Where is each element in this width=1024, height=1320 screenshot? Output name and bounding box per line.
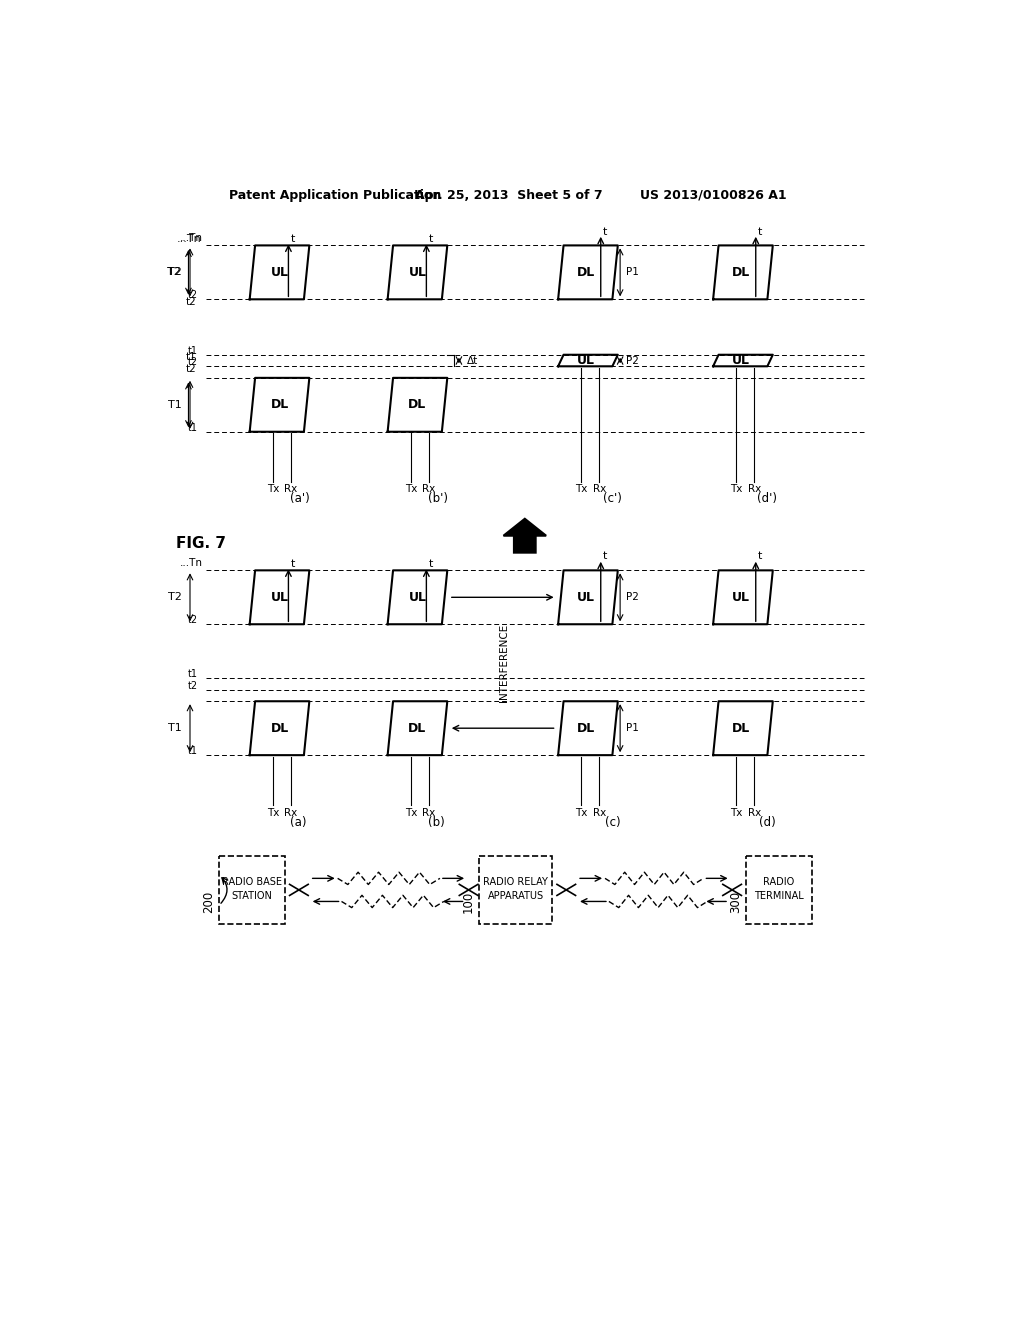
Text: Apr. 25, 2013  Sheet 5 of 7: Apr. 25, 2013 Sheet 5 of 7 xyxy=(415,189,602,202)
Text: RADIO BASE: RADIO BASE xyxy=(222,878,282,887)
Text: T1: T1 xyxy=(169,400,182,409)
Text: (c'): (c') xyxy=(603,492,622,506)
Text: TERMINAL: TERMINAL xyxy=(754,891,804,902)
Text: Tx: Tx xyxy=(266,808,280,818)
Text: Rx: Rx xyxy=(748,484,761,495)
Text: t2: t2 xyxy=(187,358,198,367)
Text: t1: t1 xyxy=(187,346,198,356)
Text: UL: UL xyxy=(270,591,289,603)
Text: RADIO RELAY: RADIO RELAY xyxy=(483,878,548,887)
Text: P2: P2 xyxy=(626,593,638,602)
Text: UL: UL xyxy=(409,591,426,603)
Text: RADIO: RADIO xyxy=(763,878,795,887)
Bar xyxy=(746,855,812,924)
Text: ...Tn: ...Tn xyxy=(180,232,203,243)
Text: t: t xyxy=(603,227,607,236)
Text: t2: t2 xyxy=(187,290,198,301)
Text: 200: 200 xyxy=(202,890,215,912)
Text: Rx: Rx xyxy=(748,808,761,818)
Text: Tx: Tx xyxy=(730,808,742,818)
Text: t2: t2 xyxy=(187,615,198,626)
Bar xyxy=(478,855,552,924)
Text: t2: t2 xyxy=(187,681,198,690)
Text: T2: T2 xyxy=(168,268,182,277)
Text: 300: 300 xyxy=(729,891,741,912)
Text: Rx: Rx xyxy=(422,808,435,818)
Text: DL: DL xyxy=(409,399,427,412)
Text: t: t xyxy=(758,227,763,236)
Text: (a'): (a') xyxy=(290,492,310,506)
Text: (a): (a) xyxy=(290,816,307,829)
Text: ...Tn: ...Tn xyxy=(180,557,203,568)
Text: (d): (d) xyxy=(759,816,776,829)
Text: DL: DL xyxy=(577,265,595,279)
Text: t2: t2 xyxy=(185,297,197,306)
Text: Rx: Rx xyxy=(284,484,297,495)
Text: t1: t1 xyxy=(187,669,198,680)
Text: DL: DL xyxy=(270,399,289,412)
Text: UL: UL xyxy=(731,591,750,603)
Text: Tx: Tx xyxy=(404,808,417,818)
Text: P2: P2 xyxy=(626,355,638,366)
Text: UL: UL xyxy=(731,354,750,367)
Text: Tx: Tx xyxy=(575,484,588,495)
Bar xyxy=(219,855,285,924)
Text: APPARATUS: APPARATUS xyxy=(487,891,544,902)
Text: DL: DL xyxy=(731,265,750,279)
Text: UL: UL xyxy=(270,265,289,279)
Text: Tx: Tx xyxy=(266,484,280,495)
Text: INTERFERENCE: INTERFERENCE xyxy=(499,623,509,702)
Text: t: t xyxy=(603,552,607,561)
Text: 100: 100 xyxy=(462,890,474,912)
Text: t1: t1 xyxy=(187,422,198,433)
Text: US 2013/0100826 A1: US 2013/0100826 A1 xyxy=(640,189,786,202)
Text: Rx: Rx xyxy=(593,808,606,818)
Text: Rx: Rx xyxy=(422,484,435,495)
Text: (c): (c) xyxy=(604,816,621,829)
Text: t: t xyxy=(758,552,763,561)
Text: T1: T1 xyxy=(169,723,182,733)
Text: FIG. 7: FIG. 7 xyxy=(176,536,226,550)
Text: DL: DL xyxy=(409,722,427,735)
Text: Δt: Δt xyxy=(467,355,478,366)
Text: STATION: STATION xyxy=(231,891,272,902)
Text: UL: UL xyxy=(577,354,595,367)
Text: t1: t1 xyxy=(187,746,198,756)
Text: T2: T2 xyxy=(167,268,180,277)
Text: Tx: Tx xyxy=(730,484,742,495)
Text: DL: DL xyxy=(731,722,750,735)
Text: t: t xyxy=(429,234,433,244)
Text: (b'): (b') xyxy=(428,492,449,506)
Text: Patent Application Publication: Patent Application Publication xyxy=(228,189,441,202)
Text: Tx: Tx xyxy=(404,484,417,495)
Text: ...Tn: ...Tn xyxy=(177,234,202,244)
Text: t1: t1 xyxy=(185,352,197,362)
Text: Rx: Rx xyxy=(284,808,297,818)
FancyArrow shape xyxy=(504,519,546,553)
Text: DL: DL xyxy=(577,722,595,735)
Text: t: t xyxy=(291,234,295,244)
Text: Rx: Rx xyxy=(593,484,606,495)
Text: P1: P1 xyxy=(626,723,638,733)
Text: UL: UL xyxy=(577,591,595,603)
Text: T2: T2 xyxy=(168,593,182,602)
Text: t2: t2 xyxy=(185,363,197,374)
Text: (b): (b) xyxy=(428,816,444,829)
Text: t: t xyxy=(429,560,433,569)
Text: Tx: Tx xyxy=(575,808,588,818)
Text: t: t xyxy=(291,560,295,569)
Text: P1: P1 xyxy=(626,268,638,277)
Text: DL: DL xyxy=(270,722,289,735)
Text: (d'): (d') xyxy=(758,492,777,506)
Text: UL: UL xyxy=(409,265,426,279)
